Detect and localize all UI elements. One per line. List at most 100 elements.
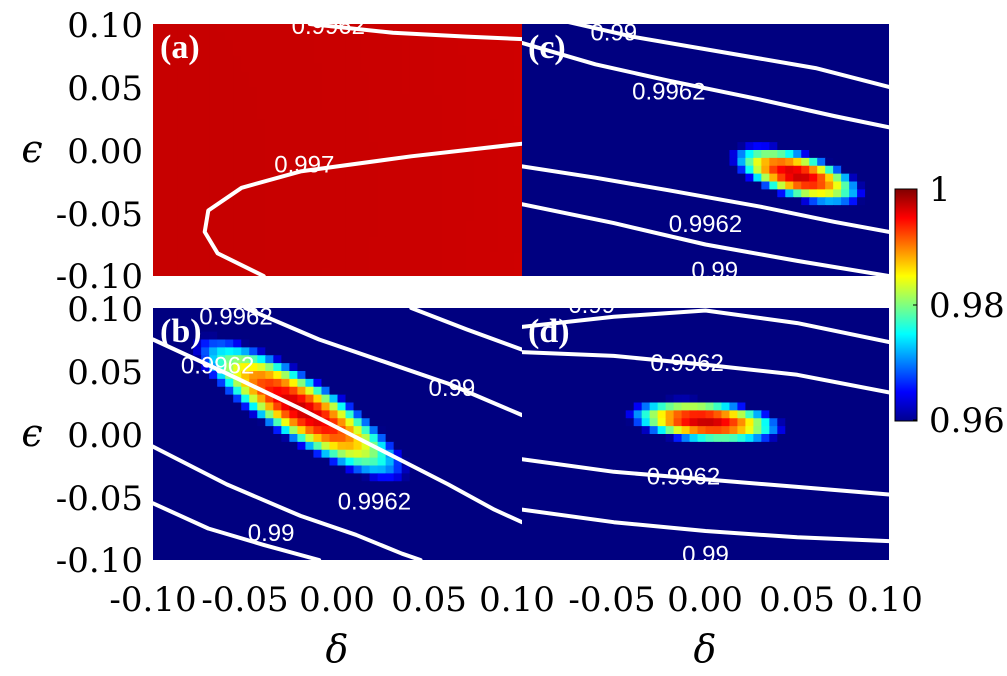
panel-a-heat-cell — [393, 110, 403, 120]
panel-b-heat-cell — [313, 363, 323, 372]
panel-b-heat-cell — [369, 473, 379, 482]
panel-a-heat-cell — [185, 197, 194, 206]
panel-a-heat-cell — [305, 126, 315, 135]
panel-a-heat-cell — [385, 47, 395, 57]
panel-a-heat-cell — [289, 157, 298, 167]
panel-c-heat-cell — [689, 79, 699, 88]
panel-a-heat-cell — [265, 181, 274, 190]
panel-d-heat-cell — [689, 323, 699, 333]
panel-c-heat-cell — [697, 189, 707, 198]
panel-c-heat-cell — [777, 118, 786, 127]
panel-c-heat-cell — [522, 118, 531, 127]
panel-b-heat-cell — [297, 308, 307, 317]
panel-b-heat-cell — [201, 441, 210, 451]
panel-b-heat-cell — [473, 434, 483, 443]
panel-b-heat-cell — [505, 536, 515, 545]
panel-d-heat-cell — [657, 378, 667, 388]
panel-c-heat-cell — [705, 244, 715, 253]
panel-a-heat-cell — [305, 150, 315, 159]
panel-a-heat-cell — [353, 213, 363, 222]
panel-a-heat-cell — [321, 205, 331, 214]
panel-a-heat-cell — [297, 220, 307, 230]
panel-a-heat-cell — [313, 260, 323, 269]
panel-c-heat-cell — [793, 126, 802, 135]
panel-a-heat-cell — [385, 142, 395, 151]
panel-a-heat-cell — [449, 134, 459, 143]
panel-b-heat-cell — [265, 512, 274, 522]
panel-a-heat-cell — [313, 71, 323, 80]
panel-b-heat-cell — [393, 371, 403, 380]
panel-c-heat-cell — [753, 197, 762, 206]
panel-b-heat-cell — [169, 465, 178, 474]
panel-c-heat-cell — [857, 55, 866, 64]
panel-b-heat-cell — [297, 378, 307, 388]
panel-d-heat-cell — [857, 308, 866, 317]
panel-b-heat-cell — [441, 418, 451, 427]
panel-b-heat-cell — [249, 347, 258, 356]
panel-c-heat-cell — [785, 181, 794, 190]
panel-a-heat-cell — [153, 71, 162, 80]
panel-a-heat-cell — [193, 71, 202, 80]
panel-b-heat-cell — [369, 457, 379, 467]
panel-d-heat-cell — [657, 315, 667, 325]
panel-b-heat-cell — [289, 410, 298, 419]
panel-b-heat-cell — [201, 402, 210, 411]
panel-b-heat-cell — [353, 426, 363, 435]
panel-c-heat-cell — [617, 228, 627, 238]
panel-c-heat-cell — [522, 228, 531, 238]
panel-c-heat-cell — [522, 205, 531, 214]
panel-b-heat-cell — [385, 339, 395, 348]
panel-d-heat-cell — [841, 315, 850, 325]
panel-a-heat-cell — [441, 205, 451, 214]
panel-b-heat-cell — [169, 536, 178, 545]
panel-c-heat-cell — [769, 110, 778, 120]
panel-d-heat-cell — [673, 315, 683, 325]
panel-b-heat-cell — [217, 402, 226, 411]
panel-a-heat-cell — [281, 24, 290, 33]
panel-c-heat-cell — [522, 126, 531, 135]
panel-c-heat-cell — [689, 205, 699, 214]
panel-b-heat-cell — [305, 402, 315, 411]
panel-c-heat-cell — [825, 134, 834, 143]
panel-c-heat-cell — [705, 220, 715, 230]
panel-c-heat-cell — [745, 142, 754, 151]
panel-c-heat-cell — [681, 165, 691, 175]
panel-c-heat-cell — [577, 39, 587, 49]
panel-a-heat-cell — [361, 39, 371, 49]
panel-d-heat-cell — [777, 308, 786, 317]
panel-a-heat-cell — [393, 236, 403, 246]
panel-d-heat-cell — [689, 315, 699, 325]
panel-d-heat-cell — [801, 378, 810, 388]
panel-a-heat-cell — [489, 39, 499, 49]
panel-a-heat-cell — [249, 63, 258, 72]
panel-a-heat-cell — [177, 87, 186, 96]
panel-c-heat-cell — [601, 142, 611, 151]
panel-b-heat-cell — [337, 457, 347, 467]
panel-d-heat-cell — [857, 371, 866, 380]
panel-c-heat-cell — [729, 102, 739, 112]
panel-b-heat-cell — [273, 552, 282, 560]
panel-b-heat-cell — [233, 497, 242, 506]
panel-b-heat-cell — [305, 323, 315, 333]
panel-b-heat-cell — [281, 402, 290, 411]
panel-b-heat-cell — [161, 371, 170, 380]
panel-b-heat-cell — [313, 512, 323, 522]
panel-c-heat-cell — [657, 102, 667, 112]
panel-c-heat-cell — [569, 126, 579, 135]
panel-b-heat-cell — [457, 497, 467, 506]
panel-c-heat-cell — [841, 252, 850, 261]
panel-c-heat-cell — [665, 252, 675, 261]
panel-a-heat-cell — [193, 150, 202, 159]
panel-a-heat-cell — [465, 87, 475, 96]
panel-a-heat-cell — [441, 181, 451, 190]
panel-d-heat-cell — [585, 363, 595, 372]
panel-a-heat-cell — [433, 157, 443, 167]
panel-a-heat-cell — [305, 236, 315, 246]
panel-c-heat-cell — [553, 173, 563, 183]
panel-b-heat-cell — [513, 402, 522, 411]
panel-a-heat-cell — [449, 236, 459, 246]
panel-a-heat-cell — [409, 244, 419, 253]
panel-c-heat-cell — [609, 94, 619, 104]
panel-d-heat-cell — [617, 378, 627, 388]
panel-d-heat-cell — [689, 355, 699, 364]
